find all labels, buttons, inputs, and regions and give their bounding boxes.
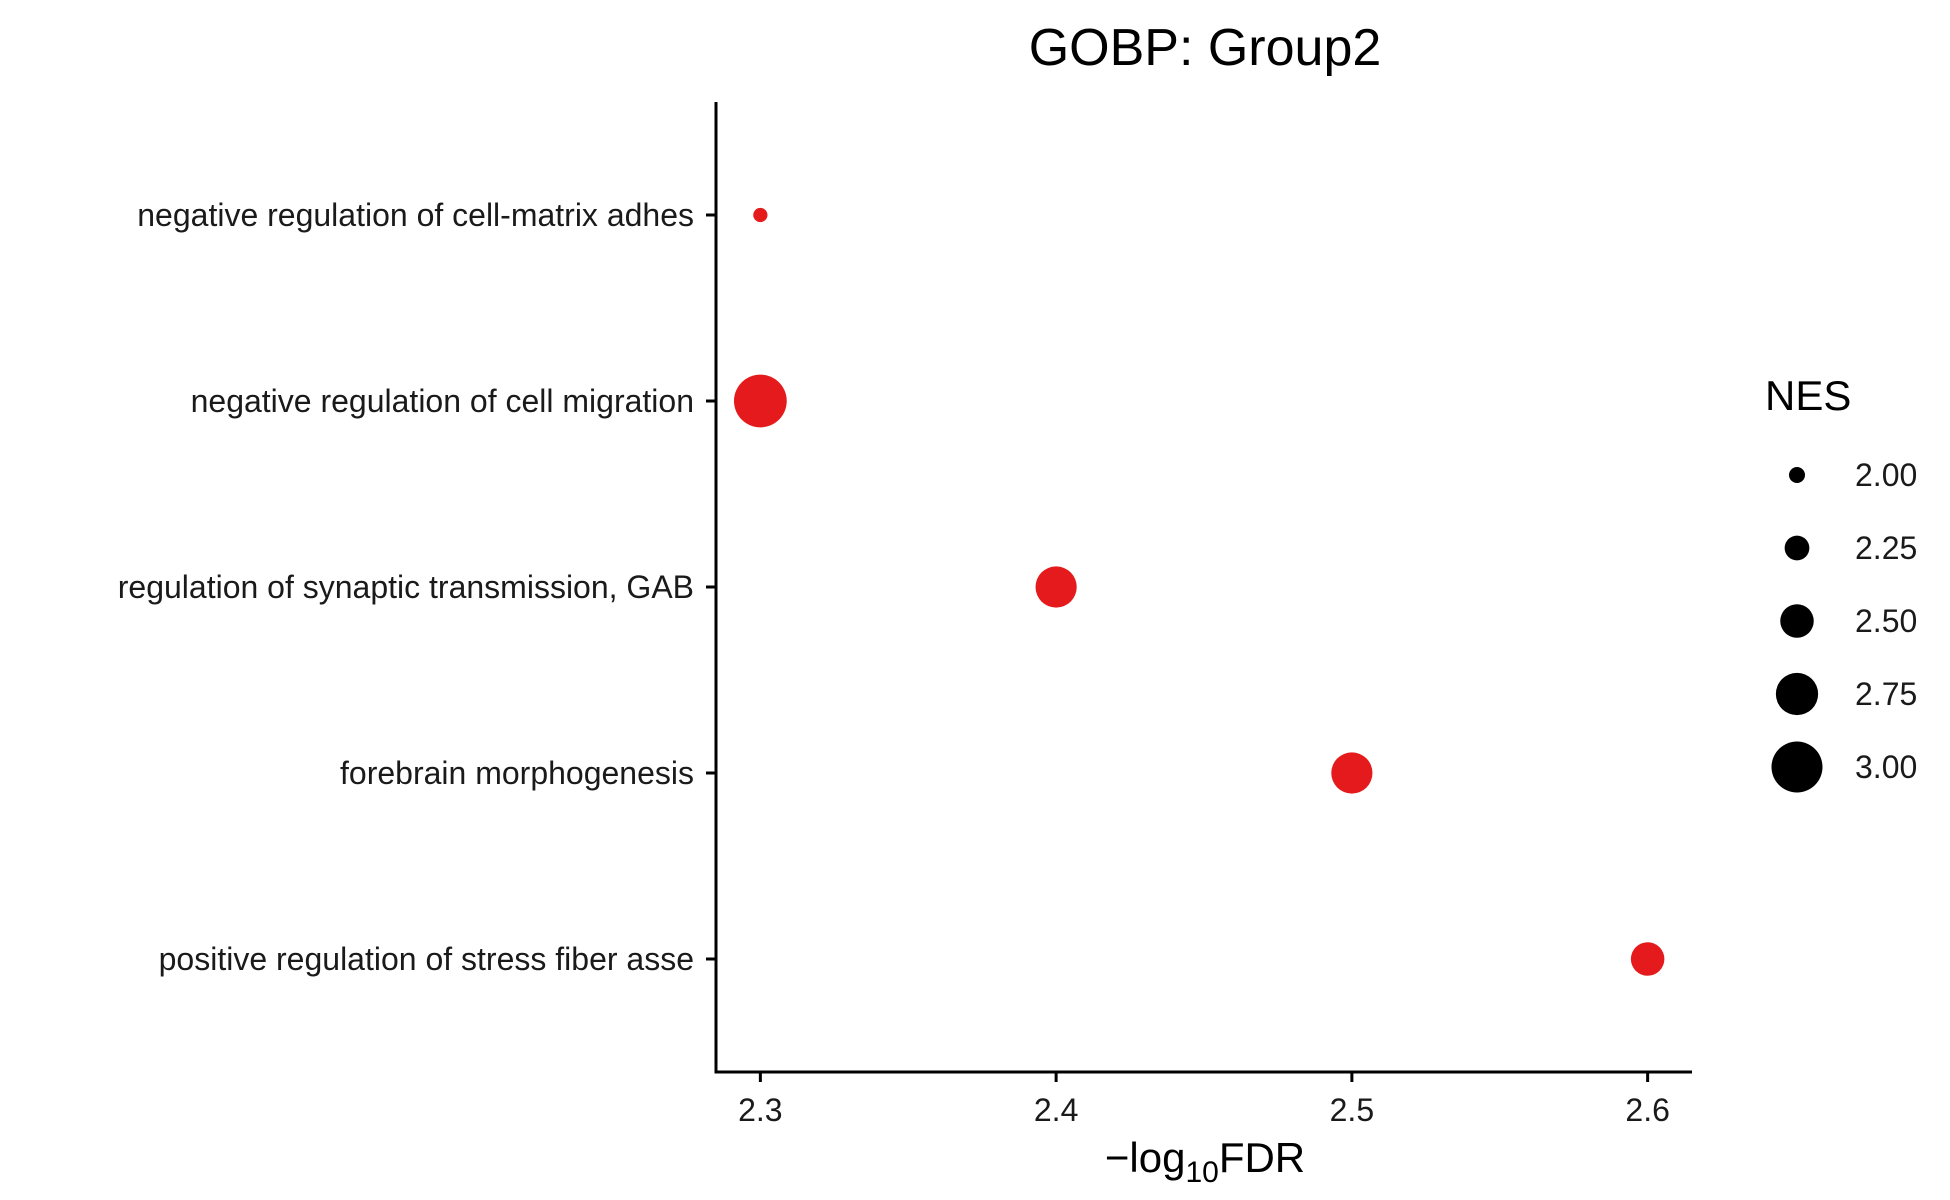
x-tick-label: 2.6 [1625,1092,1669,1128]
data-point [1630,942,1665,976]
data-point [753,207,768,223]
x-ticks: 2.3 2.4 2.5 2.6 [738,1072,1670,1128]
legend-label: 2.00 [1855,457,1917,493]
x-axis-label-subscript: 10 [1185,1156,1218,1189]
x-tick-label: 2.4 [1034,1092,1078,1128]
x-axis-label-suffix: FDR [1219,1134,1305,1181]
x-tick-label: 2.3 [738,1092,782,1128]
legend-key [1775,672,1819,716]
data-points [733,207,1665,976]
y-tick-label: forebrain morphogenesis [340,755,694,791]
legend-key [1789,467,1805,483]
legend-label: 2.50 [1855,603,1917,639]
y-tick-label: negative regulation of cell-matrix adhes [137,197,694,233]
y-tick-label: regulation of synaptic transmission, GAB [118,569,694,605]
legend-label: 2.75 [1855,676,1917,712]
legend-key [1784,535,1810,561]
legend-key [1771,741,1823,793]
x-tick-label: 2.5 [1330,1092,1374,1128]
data-point [1035,566,1077,608]
legend-label: 2.25 [1855,530,1917,566]
plot-area: negative regulation of cell-matrix adhes… [118,102,1692,1128]
legend-entries: 2.00 2.25 2.50 2.75 3.00 [1771,457,1917,793]
x-axis-label-prefix: −log [1105,1134,1186,1181]
y-tick-label: positive regulation of stress fiber asse [159,941,694,977]
legend-key [1780,604,1814,638]
data-point [1331,752,1373,794]
data-point [733,374,787,428]
x-axis-label: −log10FDR [1105,1134,1305,1189]
y-ticks: negative regulation of cell-matrix adhes… [118,197,716,977]
legend: NES 2.00 2.25 2.50 2.75 3.00 [1765,372,1917,793]
chart-title: GOBP: Group2 [1029,19,1382,77]
y-tick-label: negative regulation of cell migration [191,383,694,419]
legend-title: NES [1765,372,1851,419]
legend-label: 3.00 [1855,749,1917,785]
